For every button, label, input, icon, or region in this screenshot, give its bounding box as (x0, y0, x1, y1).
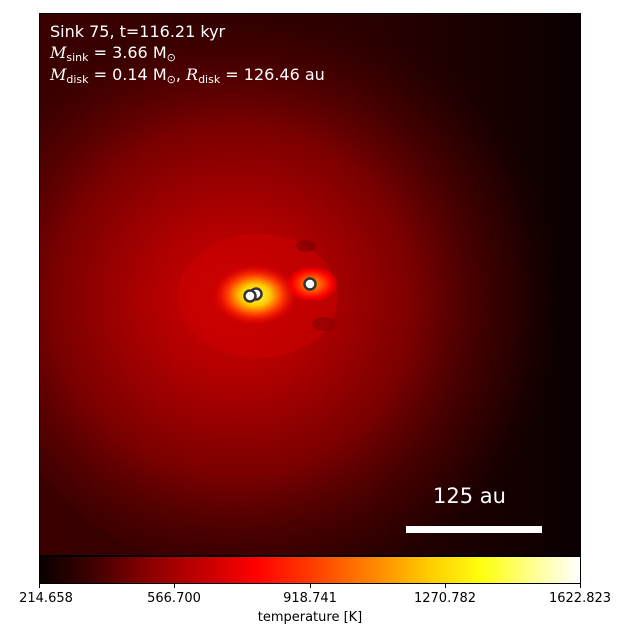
colorbar-tick-label: 214.658 (19, 591, 73, 606)
colorbar-tick-label: 566.700 (147, 591, 201, 606)
disk-properties-text: Mdisk = 0.14 M⊙, Rdisk = 126.46 au (50, 65, 325, 86)
colorbar-tick-label: 1270.782 (413, 591, 477, 606)
colorbar-tick (174, 584, 175, 588)
colorbar-tick (580, 584, 581, 588)
cool-clump (296, 240, 316, 252)
scale-bar-label: 125 au (433, 484, 506, 508)
colorbar-tick-label: 1622.823 (548, 591, 612, 606)
temperature-map-panel: Sink 75, t=116.21 kyr Msink = 3.66 M⊙ Md… (39, 13, 581, 556)
colorbar-tick (310, 584, 311, 588)
temperature-map-image (40, 14, 580, 555)
sink-mass-text: Msink = 3.66 M⊙ (50, 43, 176, 64)
colorbar-tick (39, 584, 40, 588)
sink-marker (243, 289, 257, 303)
colorbar-tick (445, 584, 446, 588)
colorbar-tick-label: 918.741 (283, 591, 337, 606)
cool-clump (312, 317, 336, 331)
sink-marker (303, 277, 317, 291)
colorbar-label: temperature [K] (257, 610, 363, 625)
sink-title: Sink 75, t=116.21 kyr (50, 22, 226, 41)
colorbar (39, 556, 581, 584)
scale-bar (406, 526, 542, 533)
